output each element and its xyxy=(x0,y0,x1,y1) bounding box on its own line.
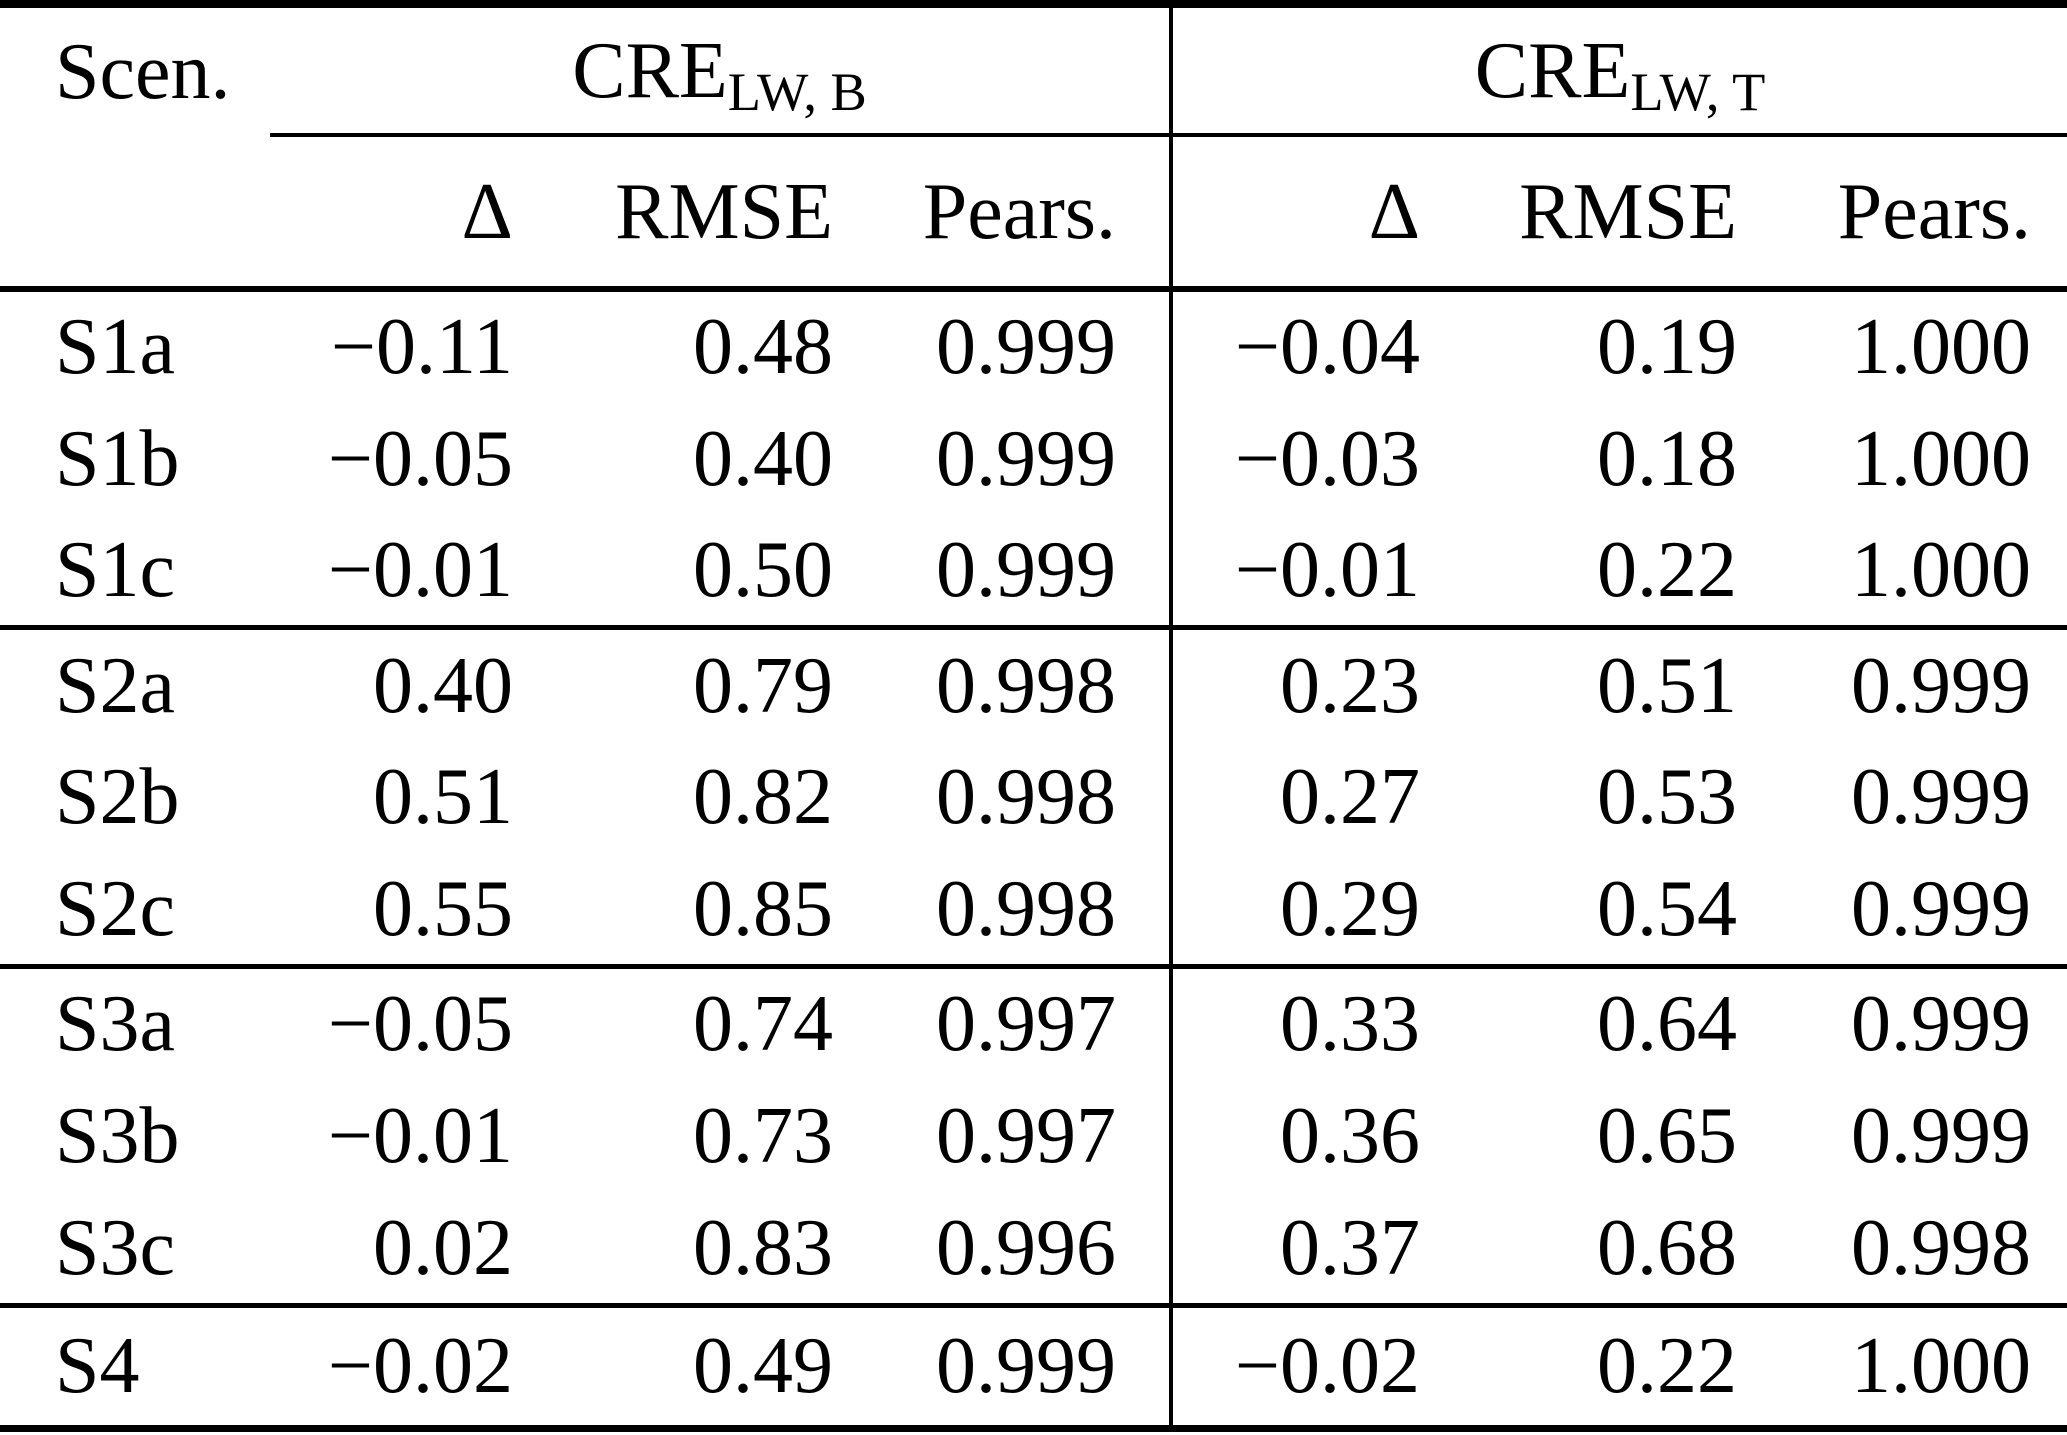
value-cell-delta-b: −0.01 xyxy=(270,515,513,631)
value-cell-pearson-b: 0.996 xyxy=(833,1192,1172,1308)
value-cell-delta-b: −0.11 xyxy=(330,303,513,392)
scenario-cell: S2a xyxy=(55,641,175,730)
table-row-s2a: S2a 0.40 0.79 0.998 0.23 0.51 0.999 xyxy=(0,627,2067,741)
group-header-cre-lw-t: CRELW, T xyxy=(1169,4,2067,138)
value-cell-rmse-t: 0.19 xyxy=(1597,303,1738,392)
value-cell-pearson-t: 0.999 xyxy=(1851,641,2032,730)
value-cell-delta-b: 0.51 xyxy=(373,753,513,842)
value-cell-pearson-b: 0.998 xyxy=(936,641,1117,730)
scenario-cell: S2b xyxy=(55,753,180,842)
table-row-s2b: S2b 0.51 0.82 0.998 0.27 0.53 0.999 xyxy=(0,740,2067,854)
value-cell-delta-t: 0.37 xyxy=(1169,1192,1421,1308)
value-cell-rmse-b: 0.48 xyxy=(693,303,833,392)
value-cell-rmse-b: 0.50 xyxy=(513,515,833,631)
value-cell-delta-t: 0.29 xyxy=(1169,853,1421,970)
value-cell-pearson-t: 0.998 xyxy=(1737,1192,2067,1308)
value-cell-pearson-b: 0.998 xyxy=(936,753,1117,842)
value-cell-pearson-t: 1.000 xyxy=(1851,303,2032,392)
value-cell-rmse-b: 0.74 xyxy=(693,980,833,1069)
subheader-pearson-t: Pears. xyxy=(1737,135,2067,293)
value-cell-rmse-b: 0.73 xyxy=(693,1091,833,1180)
value-cell-delta-t: 0.27 xyxy=(1169,740,1421,854)
value-cell-rmse-b: 0.85 xyxy=(513,853,833,970)
value-cell-pearson-b: 0.997 xyxy=(936,980,1117,1069)
value-cell-pearson-t: 1.000 xyxy=(1737,1305,2067,1433)
table-row-s1c: S1c −0.01 0.50 0.999 −0.01 0.22 1.000 xyxy=(0,515,2067,631)
value-cell-rmse-t: 0.64 xyxy=(1597,980,1738,1069)
scenario-cell: S3a xyxy=(55,980,175,1069)
group-label-main: CRE xyxy=(572,26,728,115)
value-cell-pearson-b: 0.999 xyxy=(833,515,1172,631)
value-cell-delta-b: 0.40 xyxy=(373,641,513,730)
value-cell-delta-t: −0.03 xyxy=(1169,402,1421,516)
value-cell-pearson-t: 0.999 xyxy=(1851,753,2032,842)
value-cell-rmse-b: 0.82 xyxy=(693,753,833,842)
table-row-s2c: S2c 0.55 0.85 0.998 0.29 0.54 0.999 xyxy=(0,853,2067,970)
value-cell-pearson-b: 0.999 xyxy=(833,1305,1172,1433)
value-cell-rmse-b: 0.49 xyxy=(513,1305,833,1433)
table-row-s3b: S3b −0.01 0.73 0.997 0.36 0.65 0.999 xyxy=(0,1079,2067,1193)
value-cell-delta-t: 0.33 xyxy=(1169,966,1421,1080)
scenario-cell: S1a xyxy=(55,303,175,392)
value-cell-rmse-b: 0.79 xyxy=(693,641,833,730)
value-cell-delta-t: −0.01 xyxy=(1169,515,1421,631)
value-cell-delta-t: −0.04 xyxy=(1169,289,1421,403)
group-header-row: Scen. CRELW, B CRELW, T xyxy=(0,4,2067,138)
subheader-pearson-b: Pears. xyxy=(833,135,1172,293)
value-cell-pearson-t: 1.000 xyxy=(1851,414,2032,503)
value-cell-rmse-t: 0.68 xyxy=(1420,1192,1738,1308)
value-cell-rmse-t: 0.53 xyxy=(1597,753,1738,842)
value-cell-delta-t: −0.02 xyxy=(1169,1305,1421,1433)
value-cell-rmse-t: 0.51 xyxy=(1597,641,1738,730)
value-cell-rmse-t: 0.22 xyxy=(1420,515,1738,631)
value-cell-rmse-t: 0.22 xyxy=(1420,1305,1738,1433)
table-row-s3c: S3c 0.02 0.83 0.996 0.37 0.68 0.998 xyxy=(0,1192,2067,1308)
scenario-cell: S3b xyxy=(55,1091,180,1180)
table-row-s3a: S3a −0.05 0.74 0.997 0.33 0.64 0.999 xyxy=(0,966,2067,1080)
value-cell-delta-b: −0.05 xyxy=(327,414,513,503)
value-cell-delta-t: 0.36 xyxy=(1169,1079,1421,1193)
value-cell-delta-b: 0.55 xyxy=(270,853,513,970)
value-cell-rmse-b: 0.40 xyxy=(693,414,833,503)
value-cell-pearson-t: 0.999 xyxy=(1851,1091,2032,1180)
value-cell-pearson-b: 0.998 xyxy=(833,853,1172,970)
scenario-cell: S1c xyxy=(0,515,270,631)
value-cell-pearson-b: 0.999 xyxy=(936,414,1117,503)
value-cell-delta-b: −0.01 xyxy=(327,1091,513,1180)
scenario-cell: S4 xyxy=(0,1305,270,1433)
group-header-cre-lw-b: CRELW, B xyxy=(270,4,1172,138)
group-label-main: CRE xyxy=(1474,26,1631,115)
subheader-delta-b: Δ xyxy=(270,135,513,293)
scenario-cell: S1b xyxy=(55,414,180,503)
column-header-scen: Scen. xyxy=(55,27,231,116)
metric-header-row: Δ RMSE Pears. Δ RMSE Pears. xyxy=(0,135,2067,293)
value-cell-rmse-t: 0.65 xyxy=(1597,1091,1738,1180)
scenario-cell: S2c xyxy=(0,853,270,970)
value-cell-pearson-t: 0.999 xyxy=(1851,980,2032,1069)
scenario-cell: S3c xyxy=(0,1192,270,1308)
table-row-s4: S4 −0.02 0.49 0.999 −0.02 0.22 1.000 xyxy=(0,1305,2067,1433)
table-row-s1b: S1b −0.05 0.40 0.999 −0.03 0.18 1.000 xyxy=(0,402,2067,516)
value-cell-rmse-t: 0.18 xyxy=(1597,414,1738,503)
value-cell-pearson-t: 0.999 xyxy=(1737,853,2067,970)
value-cell-pearson-b: 0.997 xyxy=(936,1091,1117,1180)
subheader-rmse-b: RMSE xyxy=(513,135,833,293)
value-cell-rmse-b: 0.83 xyxy=(513,1192,833,1308)
value-cell-delta-t: 0.23 xyxy=(1169,627,1421,741)
group-label-subscript: LW, B xyxy=(727,61,867,122)
empty-header-cell xyxy=(0,135,270,293)
table-row-s1a: S1a −0.11 0.48 0.999 −0.04 0.19 1.000 xyxy=(0,289,2067,403)
value-cell-rmse-t: 0.54 xyxy=(1420,853,1738,970)
value-cell-pearson-b: 0.999 xyxy=(936,303,1117,392)
subheader-rmse-t: RMSE xyxy=(1420,135,1738,293)
value-cell-delta-b: 0.02 xyxy=(270,1192,513,1308)
value-cell-delta-b: −0.02 xyxy=(270,1305,513,1433)
group-label-subscript: LW, T xyxy=(1630,61,1766,122)
value-cell-delta-b: −0.05 xyxy=(327,980,513,1069)
subheader-delta-t: Δ xyxy=(1169,135,1421,293)
value-cell-pearson-t: 1.000 xyxy=(1737,515,2067,631)
